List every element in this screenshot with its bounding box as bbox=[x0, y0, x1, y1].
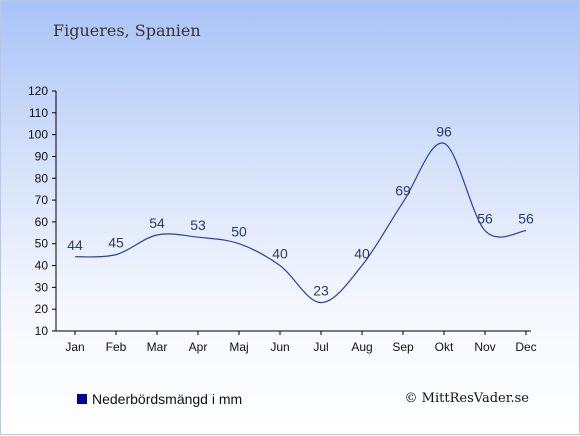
y-tick-label: 110 bbox=[29, 106, 48, 120]
y-tick-label: 100 bbox=[28, 128, 48, 142]
data-label: 44 bbox=[67, 237, 83, 253]
x-tick-label: Maj bbox=[229, 340, 248, 354]
data-label: 56 bbox=[477, 211, 493, 227]
data-label: 40 bbox=[354, 246, 370, 262]
credit-text: © MittResVader.se bbox=[404, 391, 529, 406]
y-tick-label: 90 bbox=[35, 149, 49, 163]
y-tick-label: 10 bbox=[35, 324, 49, 338]
x-tick-label: Okt bbox=[435, 340, 454, 354]
data-label: 56 bbox=[518, 211, 534, 227]
chart-title: Figueres, Spanien bbox=[53, 21, 201, 40]
legend-swatch bbox=[77, 394, 87, 404]
y-tick-label: 120 bbox=[28, 84, 48, 98]
data-label: 40 bbox=[272, 246, 288, 262]
x-tick-label: Nov bbox=[474, 340, 495, 354]
x-tick-label: Apr bbox=[189, 340, 208, 354]
y-tick-label: 20 bbox=[35, 302, 49, 316]
x-tick-label: Jun bbox=[270, 340, 289, 354]
series-line bbox=[74, 142, 527, 304]
data-label: 69 bbox=[395, 182, 411, 198]
y-tick-label: 30 bbox=[35, 280, 49, 294]
data-label: 50 bbox=[231, 224, 247, 240]
x-tick-label: Sep bbox=[392, 340, 414, 354]
data-label: 53 bbox=[190, 217, 206, 233]
legend: Nederbördsmängd i mm bbox=[77, 391, 242, 407]
x-tick-label: Jul bbox=[313, 340, 328, 354]
data-label: 23 bbox=[313, 283, 329, 299]
x-tick-label: Jan bbox=[65, 340, 84, 354]
y-tick-label: 40 bbox=[35, 259, 49, 273]
data-label: 54 bbox=[149, 215, 165, 231]
x-tick-label: Mar bbox=[147, 340, 168, 354]
x-tick-label: Feb bbox=[106, 340, 127, 354]
x-tick-label: Aug bbox=[351, 340, 372, 354]
y-tick-label: 80 bbox=[35, 171, 49, 185]
data-label: 96 bbox=[436, 123, 452, 139]
x-tick-label: Dec bbox=[515, 340, 536, 354]
y-tick-label: 70 bbox=[35, 193, 49, 207]
data-label: 45 bbox=[108, 235, 124, 251]
y-tick-label: 60 bbox=[35, 215, 49, 229]
y-tick-label: 50 bbox=[35, 237, 49, 251]
legend-label: Nederbördsmängd i mm bbox=[92, 391, 243, 407]
